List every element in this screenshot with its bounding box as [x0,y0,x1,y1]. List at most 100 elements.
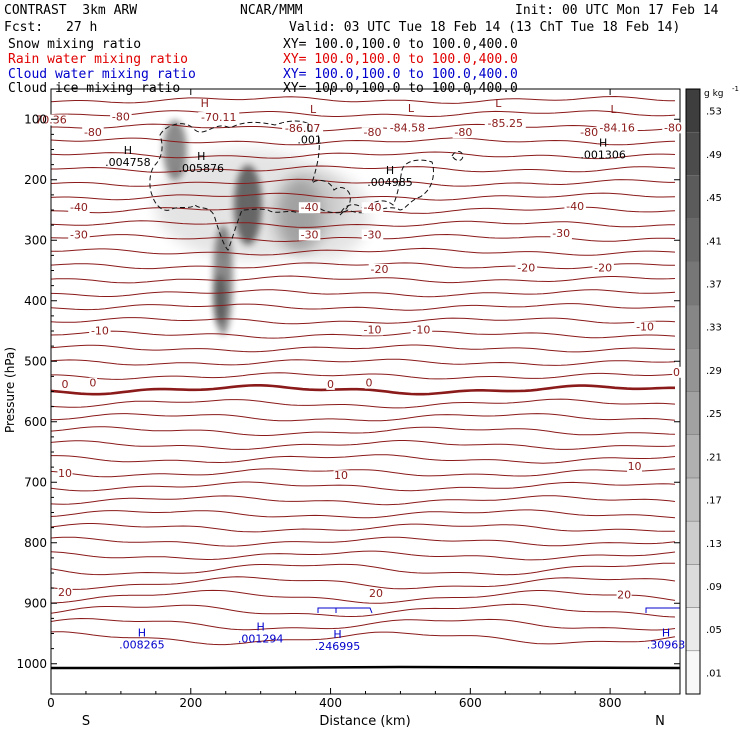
isotherm-line [51,495,676,506]
isotherm-label-bg [452,127,475,139]
isotherm-label: -10 [91,325,109,338]
isotherm-label-bg [110,111,132,123]
isotherm-label-bg [361,127,384,139]
snow-shade-west [163,120,187,180]
colorbar-segment [685,607,701,652]
isotherm-label: -86.07 [285,122,320,135]
isotherm-label-bg [386,122,428,134]
isotherm-label-bg [57,586,73,598]
isotherm-label-bg [634,321,656,333]
colorbar-segment [685,88,701,133]
extremum-marker: H [599,137,607,150]
colorbar-unit: g kg [704,89,724,99]
isotherm-label: -80 [364,126,382,139]
isotherm-label-bg [89,325,111,337]
colorbar-tick-label: .33 [706,323,722,334]
colorbar-segment [685,434,701,479]
isotherm-label-bg [592,262,614,274]
extremum-marker: H [124,144,132,157]
isotherm-line [51,562,675,576]
isotherm-label-bg [326,378,335,390]
isotherm-line [51,137,676,146]
isotherm-label: -40 [301,201,319,214]
isotherm-label-bg [515,262,537,274]
isotherm-line [51,536,676,547]
isotherm-label: 10 [628,460,642,473]
isotherm-line [51,303,676,311]
field-xy-cloud-water: XY= 100.0,100.0 to 100.0,400.0 [283,67,518,82]
colorbar-tick-label: .45 [706,193,722,204]
extremum-value: .004758 [105,156,151,169]
y-tick-label: 200 [24,173,47,187]
x-axis-label: Distance (km) [319,714,410,729]
colorbar-segment [685,348,701,392]
field-xy-rain: XY= 100.0,100.0 to 100.0,400.0 [283,52,518,67]
colorbar-segment [685,218,701,263]
y-tick-label: 500 [24,354,47,368]
snow-shading [155,120,370,335]
x-axis-left-end-label: S [82,714,90,729]
extremum-marker: H [138,627,146,640]
extremum-value: .001 [297,133,322,146]
y-axis-label: Pressure (hPa) [3,347,17,433]
isotherm-label: -30 [364,228,382,241]
x-tick-label: 400 [319,696,342,710]
isotherm-label: -80 [664,121,682,134]
isotherm-label: -40 [566,200,584,213]
extremum-marker: H [201,97,209,110]
isotherm-label: -84.16 [599,121,634,134]
isotherm-label: -84.58 [390,121,425,134]
cloud-water-bracket-3 [645,607,680,613]
isotherm-label: -40 [364,201,382,214]
colorbar-tick-label: .49 [706,150,722,161]
y-tick-label: 800 [24,536,47,550]
x-tick-label: 0 [47,696,55,710]
isotherm-label: 0 [327,378,334,391]
isotherm-label: -80 [112,110,130,123]
x-axis-right-end-label: N [655,714,665,729]
extremum-marker: H [257,621,265,634]
extremum-marker: L [310,103,317,116]
colorbar: .01 .05 .09 .13 .17 .21 .25 .29 .33 .37 .41 .45 .49.… [685,85,739,695]
colorbar-segment [685,304,701,349]
colorbar-tick-label: .13 [706,539,722,550]
isotherm-label: 0 [61,378,68,391]
isotherm-label-bg [627,461,643,473]
colorbar-tick-label: .41 [706,236,722,247]
isotherm-label: -40 [70,201,88,214]
isotherm-line [51,178,675,187]
isotherm-label: 20 [369,587,383,600]
isotherm-label: -10 [636,320,654,333]
isotherm-label: -70.11 [201,111,236,124]
isotherm-line [51,262,675,270]
isotherm-label-bg [298,229,321,241]
snow-shade-core [234,165,262,245]
colorbar-tick-label: .05 [706,625,722,636]
isotherm-label: 20 [617,588,631,601]
isotherm-label: -20 [594,262,612,275]
colorbar-tick-label: .53 [706,107,722,118]
isotherm-label: -30 [552,227,570,240]
extremum-value: .246995 [315,640,361,653]
colorbar-tick-label: .21 [706,452,722,463]
isotherm-label-bg [410,324,433,336]
isotherm-label-bg [564,201,586,212]
isotherm-zero-line [51,384,675,396]
valid-time: Valid: 03 UTC Tue 18 Feb 14 (13 ChT Tue … [289,20,681,35]
extremum-marker: L [495,97,502,110]
extremum-marker: H [386,164,394,177]
y-tick-label: 300 [24,233,47,247]
isotherm-label: 20 [58,586,72,599]
field-name-rain: Rain water mixing ratio [8,52,189,67]
isotherm-line [51,413,676,422]
colorbar-tick-label: .37 [706,279,722,290]
colorbar-tick-label: .29 [706,366,722,377]
isotherm-line [51,468,676,478]
isotherm-label-bg [60,378,70,390]
isotherm-label-bg [364,377,374,389]
extremum-marker: L [307,121,314,134]
isotherm-label-bg [361,229,384,241]
isotherm-label: -80 [580,126,598,139]
isotherm-line [51,372,676,380]
